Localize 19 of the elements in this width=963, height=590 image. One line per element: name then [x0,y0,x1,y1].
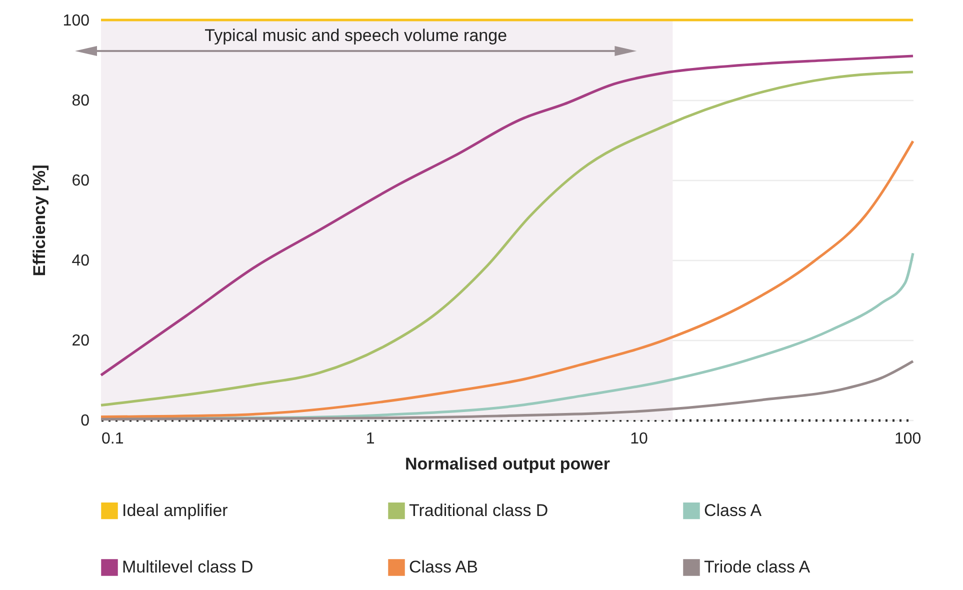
y-tick-label: 100 [62,12,90,30]
x-axis-title: Normalised output power [405,454,610,474]
x-tick-label: 10 [630,430,648,448]
x-tick-label: 100 [894,430,922,448]
y-tick-label: 60 [72,172,90,190]
y-tick-label: 20 [72,332,90,350]
y-axis-title: Efficiency [%] [30,164,49,276]
legend-label: Class A [704,500,762,520]
x-tick-label: 1 [366,430,375,448]
legend-label: Multilevel class D [122,558,254,576]
legend-label: Ideal amplifier [122,500,228,520]
legend-label: Class AB [409,558,478,576]
y-tick-label: 0 [80,412,90,430]
x-tick-label: 0.1 [102,430,124,448]
y-tick-label: 80 [72,92,90,110]
legend-label: Traditional class D [409,500,548,520]
y-tick-label: 40 [72,252,90,270]
legend-label: Triode class A [704,558,811,576]
band-label: Typical music and speech volume range [204,26,508,45]
